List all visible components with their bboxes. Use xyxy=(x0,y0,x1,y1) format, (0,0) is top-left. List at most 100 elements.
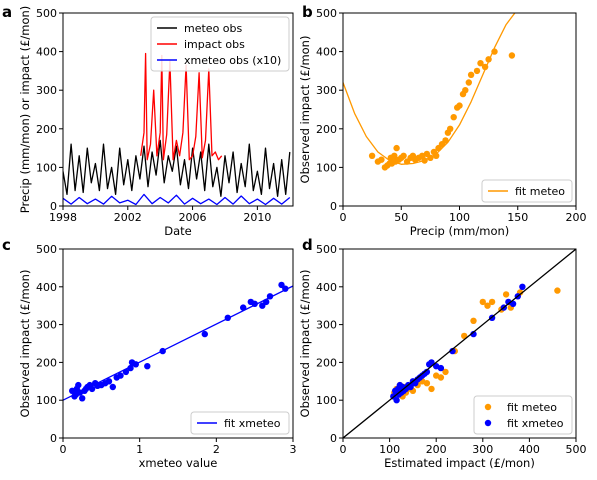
point-d-s1-23 xyxy=(449,347,456,355)
xlabel-a: Date xyxy=(164,224,192,238)
xtick-label-c-1: 1 xyxy=(136,443,143,456)
ytick-label-b-2: 200 xyxy=(316,123,337,136)
xlabel-d: Estimated impact (£/mon) xyxy=(384,456,535,470)
panel-label-d: d xyxy=(302,236,313,254)
point-d-s1-20 xyxy=(428,359,435,366)
plot-area-d xyxy=(343,249,576,438)
point-d-s1-18 xyxy=(423,368,431,376)
legend-box-c xyxy=(190,411,290,435)
xtick-label-d-0: 0 xyxy=(340,443,347,456)
ytick-label-b-5: 500 xyxy=(316,7,337,20)
plot-area-c xyxy=(63,281,293,402)
xtick-label-b-1: 50 xyxy=(394,211,408,224)
point-b-s0-8 xyxy=(391,152,398,159)
ytick-label-a-0: 0 xyxy=(50,200,57,213)
xtick-label-c-0: 0 xyxy=(60,443,67,456)
legend-a: meteo obs impact obs xmeteo obs (x10) xyxy=(150,16,290,72)
ytick-label-c-5: 500 xyxy=(36,243,57,256)
point-d-s0-15 xyxy=(437,374,445,381)
legend-label-d-1: fit xmeteo xyxy=(507,417,564,430)
point-d-s1-30 xyxy=(519,283,526,290)
series-line-c-s1 xyxy=(63,285,293,401)
ytick-label-a-3: 300 xyxy=(36,84,57,97)
legend-label-a-0: meteo obs xyxy=(184,22,243,35)
point-b-s0-0 xyxy=(368,152,376,159)
point-c-s0-16 xyxy=(105,378,113,385)
xtick-label-d-5: 500 xyxy=(566,443,587,456)
xtick-label-c-3: 3 xyxy=(290,443,297,456)
point-c-s0-26 xyxy=(201,330,208,338)
legend-label-a-2: xmeteo obs (x10) xyxy=(184,54,281,67)
point-d-s0-22 xyxy=(488,298,496,306)
point-d-s0-24 xyxy=(502,291,510,298)
point-b-s0-42 xyxy=(508,52,516,59)
axes-frame-c xyxy=(62,248,294,439)
panel-label-c: c xyxy=(2,236,11,254)
point-b-s0-30 xyxy=(450,114,457,121)
point-c-s0-24 xyxy=(144,363,151,370)
plot-area-b xyxy=(343,13,516,171)
ylabel-a: Precip (mm/mon) or impact (£/mon) xyxy=(18,6,32,214)
point-c-s0-17 xyxy=(109,383,117,391)
ylabel-c: Observed impact (£/mon) xyxy=(18,270,32,418)
legend-label-a-1: impact obs xyxy=(184,38,245,51)
xtick-label-b-2: 100 xyxy=(449,211,470,224)
panel-c: 0 1 2 3 0 100 200 300 400 500 xmeteo value Observed… xyxy=(2,236,297,470)
ytick-label-b-3: 300 xyxy=(316,84,337,97)
ytick-label-c-3: 300 xyxy=(36,319,57,332)
legend-box-b xyxy=(481,179,573,203)
point-d-s0-21 xyxy=(484,302,491,309)
ytick-label-c-2: 200 xyxy=(36,356,57,369)
point-b-s0-38 xyxy=(477,60,484,67)
point-d-s1-11 xyxy=(407,383,414,391)
xtick-label-d-1: 100 xyxy=(379,443,400,456)
point-d-s0-27 xyxy=(554,287,561,294)
ylabel-b: Observed impact (£/mon) xyxy=(298,36,312,184)
ytick-label-d-5: 500 xyxy=(316,243,337,256)
point-d-s1-2 xyxy=(393,397,400,404)
panel-label-a: a xyxy=(2,3,12,21)
legend-swatch-d-1 xyxy=(484,419,492,427)
point-c-s0-11 xyxy=(88,385,96,393)
point-d-s1-24 xyxy=(470,330,477,338)
ytick-label-d-1: 100 xyxy=(316,394,337,407)
point-b-s0-32 xyxy=(456,102,463,109)
axes-frame-a xyxy=(62,12,294,207)
ytick-label-d-2: 200 xyxy=(316,356,337,369)
point-d-s1-22 xyxy=(437,364,445,372)
plot-area-a xyxy=(63,52,291,206)
xtick-label-d-4: 400 xyxy=(519,443,540,456)
point-d-s0-13 xyxy=(428,385,435,393)
ytick-label-c-4: 400 xyxy=(36,281,57,294)
xtick-label-b-0: 0 xyxy=(340,211,347,224)
panel-b: 0 50 100 150 200 0 100 200 300 400 500 Precip (mm/m… xyxy=(298,3,587,238)
point-b-s0-36 xyxy=(467,71,475,79)
panel-d: 0 100 200 300 400 500 0 100 200 300 400 500 Estimate… xyxy=(298,236,587,470)
point-d-s0-19 xyxy=(470,317,477,324)
legend-d: fit meteo fit xmeteo xyxy=(473,395,573,435)
ytick-label-b-0: 0 xyxy=(330,200,337,213)
ytick-label-c-1: 100 xyxy=(36,394,57,407)
legend-swatch-d-0 xyxy=(484,403,492,411)
point-d-s0-12 xyxy=(423,380,431,387)
ytick-label-b-1: 100 xyxy=(316,161,337,174)
legend-box-d xyxy=(473,395,573,435)
series-line-b-s1 xyxy=(343,13,516,165)
point-b-s0-2 xyxy=(378,156,385,163)
legend-b: fit meteo xyxy=(481,179,573,203)
point-d-s1-28 xyxy=(509,300,517,307)
ytick-label-d-4: 400 xyxy=(316,281,337,294)
point-b-s0-34 xyxy=(462,87,469,94)
point-b-s0-27 xyxy=(442,137,449,144)
point-d-s0-16 xyxy=(442,368,449,376)
axes-frame-d xyxy=(342,248,577,439)
panel-a: 1998 2002 2006 2010 0 100 200 300 400 500 Date Prec… xyxy=(2,3,294,238)
xtick-label-a-1: 2002 xyxy=(114,211,142,224)
point-c-s0-28 xyxy=(240,304,247,311)
xtick-label-d-2: 200 xyxy=(426,443,447,456)
ytick-label-a-1: 100 xyxy=(36,161,57,174)
ytick-label-d-0: 0 xyxy=(330,432,337,445)
xlabel-b: Precip (mm/mon) xyxy=(410,224,510,238)
series-line-a-s0 xyxy=(63,139,291,197)
ytick-label-a-2: 200 xyxy=(36,123,57,136)
